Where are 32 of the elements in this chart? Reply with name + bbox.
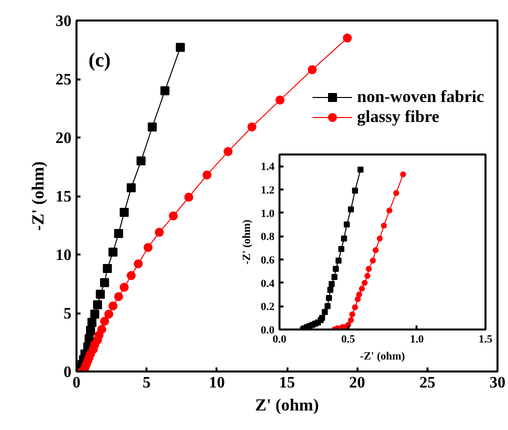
annotation: (c) xyxy=(88,50,111,72)
y-tick-label: 0.4 xyxy=(260,278,275,290)
y-tick-label: 5 xyxy=(64,306,72,322)
x-tick-label: 1.5 xyxy=(478,334,493,346)
y-tick-label: 30 xyxy=(56,13,72,30)
x-tick-label: 25 xyxy=(419,374,436,392)
x-tick-label: 30 xyxy=(490,374,506,392)
x-tick-label: 15 xyxy=(279,374,295,392)
x-tick-label: 10 xyxy=(208,374,225,392)
x-tick-label: 5 xyxy=(142,374,151,392)
y-tick-label: 1.0 xyxy=(260,208,275,220)
y-axis-title: -Z' (ohm) xyxy=(28,161,48,231)
y-tick-label: 0.0 xyxy=(260,324,275,336)
y-tick-label: 0 xyxy=(64,364,72,381)
legend-label: glassy fibre xyxy=(357,107,440,127)
y-tick-label: 0.8 xyxy=(260,231,275,244)
legend-label: non-woven fabric xyxy=(357,87,484,107)
y-tick-label: 20 xyxy=(56,130,72,147)
y-tick-label: 10 xyxy=(56,247,72,264)
x-tick-label: 0.5 xyxy=(341,334,356,346)
x-tick-label: 20 xyxy=(349,374,366,392)
x-axis-title: -Z' (ohm) xyxy=(360,350,406,362)
y-tick-label: 1.2 xyxy=(260,184,275,196)
x-axis-title: Z' (ohm) xyxy=(255,396,319,414)
x-tick-label: 0.0 xyxy=(272,334,287,346)
y-tick-label: 0.6 xyxy=(260,254,275,266)
y-tick-label: 15 xyxy=(56,188,72,206)
y-tick-label: 1.4 xyxy=(260,161,275,174)
y-axis-title: -Z' (ohm) xyxy=(240,219,253,264)
x-tick-label: 1.0 xyxy=(410,334,424,346)
y-tick-label: 0.2 xyxy=(260,301,275,314)
y-tick-label: 25 xyxy=(56,72,72,88)
